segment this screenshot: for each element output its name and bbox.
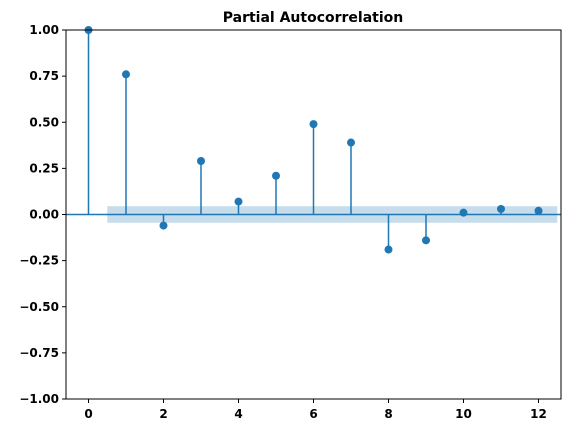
stem-marker-lag-8	[384, 245, 393, 254]
stem-marker-lag-9	[422, 236, 430, 245]
marker-layer	[84, 26, 543, 254]
y-tick-label: −0.25	[19, 254, 59, 268]
stem-layer	[87, 30, 540, 250]
stem-marker-lag-4	[234, 197, 243, 206]
stem-marker-lag-6	[309, 120, 318, 129]
y-tick-label: 1.00	[29, 23, 59, 37]
x-tick-label: 10	[455, 407, 472, 421]
y-tick-label: −0.75	[19, 346, 59, 360]
x-tick-label: 6	[309, 407, 317, 421]
y-tick-label: −0.50	[19, 300, 59, 314]
stem-marker-lag-5	[272, 171, 280, 180]
tick-layer: 0 2 4 6 8 10 12 1.00 0.75 0.50 0.25 0.00 −0.25 −0.50 −…	[19, 23, 547, 421]
x-tick-label: 0	[84, 407, 92, 421]
x-tick-label: 4	[234, 407, 242, 421]
stem-marker-lag-3	[197, 156, 205, 165]
y-tick-label: −1.00	[19, 392, 59, 406]
y-tick-label: 0.75	[29, 69, 59, 83]
stem-marker-lag-10	[459, 208, 468, 217]
stem-marker-lag-7	[347, 138, 355, 147]
stem-marker-lag-11	[497, 204, 505, 213]
stem-marker-lag-2	[159, 221, 168, 230]
y-tick-label: 0.00	[29, 208, 59, 222]
y-tick-label: 0.25	[29, 161, 59, 175]
stem-marker-lag-12	[534, 206, 543, 215]
x-tick-label: 2	[159, 407, 167, 421]
x-tick-label: 12	[530, 407, 547, 421]
stem-marker-lag-1	[122, 70, 130, 79]
chart-title: Partial Autocorrelation	[223, 10, 404, 26]
x-tick-label: 8	[384, 407, 392, 421]
y-tick-label: 0.50	[29, 115, 59, 129]
